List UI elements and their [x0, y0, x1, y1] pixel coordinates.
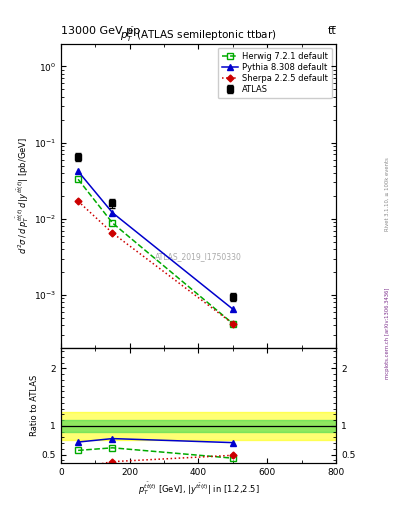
Text: tt̅: tt̅ [327, 26, 336, 36]
Y-axis label: Ratio to ATLAS: Ratio to ATLAS [30, 375, 39, 436]
Text: Rivet 3.1.10, ≥ 100k events: Rivet 3.1.10, ≥ 100k events [385, 158, 390, 231]
Sherpa 2.2.5 default [110, 230, 115, 236]
X-axis label: $p^{t\bar{t}(t)}_T$ [GeV], $|y^{t\bar{t}(t)}|$ in [1.2,2.5]: $p^{t\bar{t}(t)}_T$ [GeV], $|y^{t\bar{t}… [138, 480, 259, 497]
Pythia 8.308 default [230, 306, 235, 312]
Legend: Herwig 7.2.1 default, Pythia 8.308 default, Sherpa 2.2.5 default, ATLAS: Herwig 7.2.1 default, Pythia 8.308 defau… [218, 48, 332, 98]
Text: ATLAS_2019_I1750330: ATLAS_2019_I1750330 [155, 252, 242, 261]
Text: 13000 GeV pp: 13000 GeV pp [61, 26, 140, 36]
Bar [61, 420, 336, 432]
Herwig 7.2.1 default [76, 176, 81, 182]
Bar [61, 412, 336, 440]
Text: mcplots.cern.ch [arXiv:1306.3436]: mcplots.cern.ch [arXiv:1306.3436] [385, 287, 390, 378]
Title: $p_T^{t\bar{t}}$ (ATLAS semileptonic ttbar): $p_T^{t\bar{t}}$ (ATLAS semileptonic ttb… [120, 25, 277, 44]
Pythia 8.308 default [76, 168, 81, 175]
Line: Herwig 7.2.1 default: Herwig 7.2.1 default [75, 176, 236, 327]
Line: Sherpa 2.2.5 default: Sherpa 2.2.5 default [76, 199, 235, 326]
Pythia 8.308 default [110, 210, 115, 216]
Line: Pythia 8.308 default: Pythia 8.308 default [75, 168, 236, 313]
Y-axis label: $d^2\sigma\,/\,d\,p^{t\bar{t}(t)}_T\,d\,|y^{t\bar{t}(t)}|$ [pb/GeV]: $d^2\sigma\,/\,d\,p^{t\bar{t}(t)}_T\,d\,… [14, 137, 31, 254]
Sherpa 2.2.5 default [76, 198, 81, 204]
Herwig 7.2.1 default [110, 220, 115, 226]
Sherpa 2.2.5 default [230, 321, 235, 327]
Herwig 7.2.1 default [230, 321, 235, 327]
